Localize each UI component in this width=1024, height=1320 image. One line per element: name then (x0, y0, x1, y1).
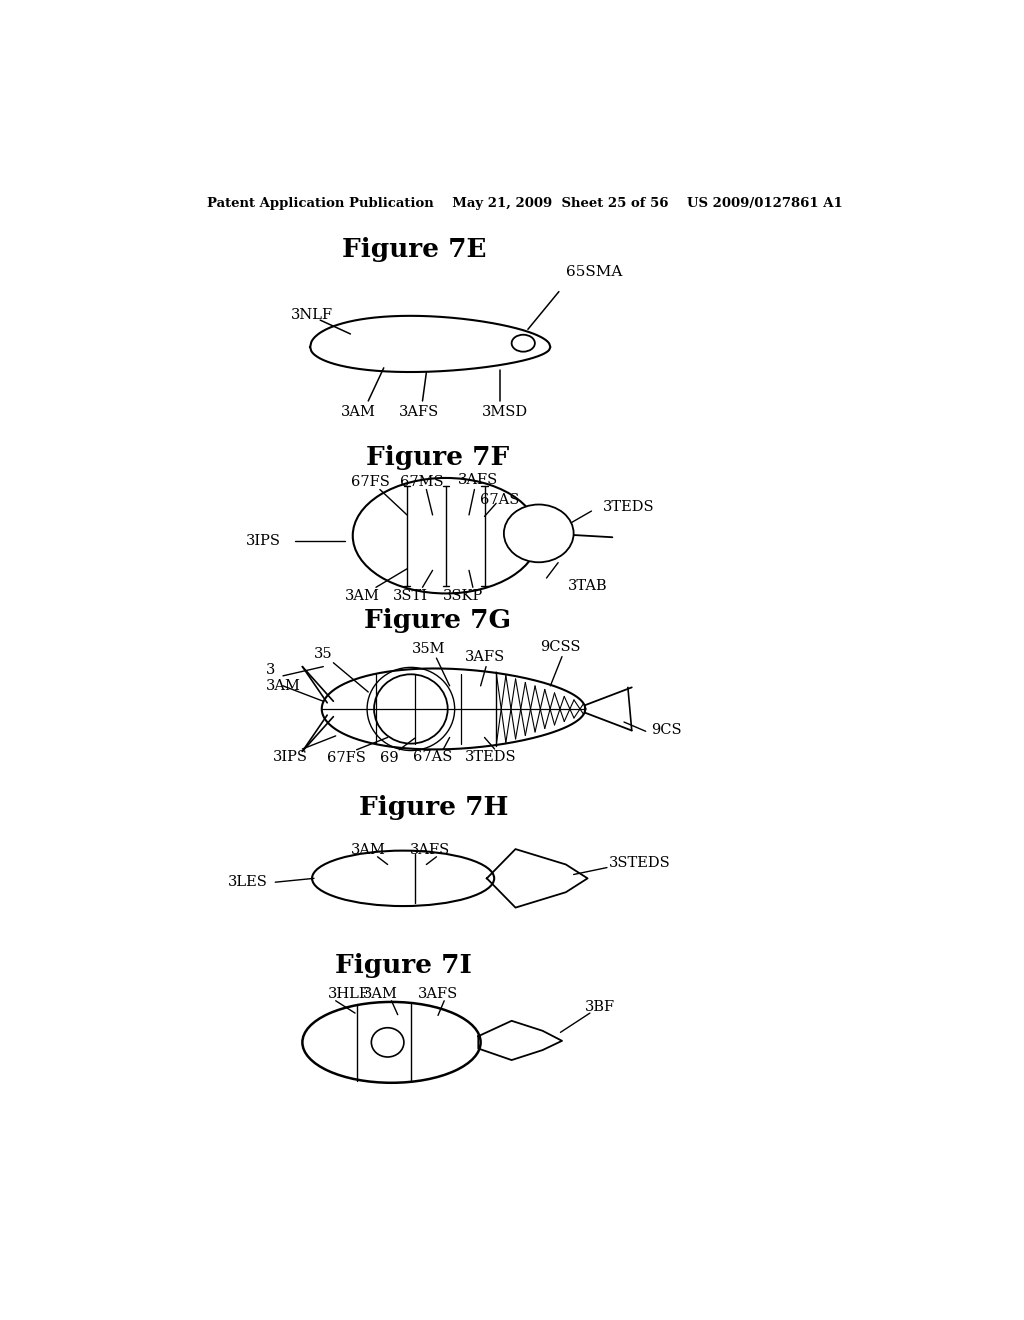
Text: 3LES: 3LES (227, 875, 267, 890)
Text: 3TAB: 3TAB (568, 578, 608, 593)
Text: 3: 3 (266, 664, 275, 677)
Text: 3STEDS: 3STEDS (608, 855, 671, 870)
Text: 3TEDS: 3TEDS (465, 751, 516, 764)
Text: 67MS: 67MS (400, 475, 443, 488)
Text: 3BF: 3BF (586, 1001, 615, 1014)
Text: 67AS: 67AS (413, 751, 453, 764)
Ellipse shape (312, 850, 495, 906)
Text: 67AS: 67AS (480, 492, 520, 507)
Text: Figure 7H: Figure 7H (359, 795, 509, 820)
Text: 3AFS: 3AFS (398, 405, 438, 420)
Text: 65SMA: 65SMA (566, 265, 623, 280)
Text: 9CS: 9CS (651, 723, 682, 737)
Text: 3AFS: 3AFS (458, 474, 499, 487)
Text: 3AM: 3AM (341, 405, 376, 420)
Text: 35M: 35M (412, 642, 445, 656)
Text: 35: 35 (314, 647, 333, 660)
Text: Figure 7F: Figure 7F (367, 445, 510, 470)
Text: 3MSD: 3MSD (482, 405, 528, 420)
Text: 3AFS: 3AFS (411, 843, 451, 857)
Text: 9CSS: 9CSS (541, 640, 581, 655)
Text: 3AFS: 3AFS (464, 651, 505, 664)
Text: 3HLF: 3HLF (328, 987, 370, 1001)
Text: 3AM: 3AM (345, 589, 380, 603)
Ellipse shape (504, 504, 573, 562)
Text: 3AM: 3AM (351, 843, 386, 857)
Text: Figure 7G: Figure 7G (365, 609, 512, 632)
Text: 3AM: 3AM (362, 987, 397, 1001)
Text: 67FS: 67FS (327, 751, 366, 766)
Text: 3AM: 3AM (266, 678, 301, 693)
Text: 3STI: 3STI (393, 589, 428, 603)
Text: 3IPS: 3IPS (246, 535, 281, 548)
Text: Figure 7I: Figure 7I (335, 953, 472, 978)
Text: 3NLF: 3NLF (291, 309, 333, 322)
Text: 69: 69 (380, 751, 398, 766)
Text: 3SKP: 3SKP (442, 589, 483, 603)
Ellipse shape (302, 1002, 480, 1082)
Text: Patent Application Publication    May 21, 2009  Sheet 25 of 56    US 2009/012786: Patent Application Publication May 21, 2… (207, 197, 843, 210)
Text: 3AFS: 3AFS (418, 987, 458, 1001)
Text: 3TEDS: 3TEDS (603, 500, 654, 515)
Text: 67FS: 67FS (351, 475, 390, 488)
Text: 3IPS: 3IPS (273, 751, 308, 764)
Text: Figure 7E: Figure 7E (342, 236, 487, 261)
